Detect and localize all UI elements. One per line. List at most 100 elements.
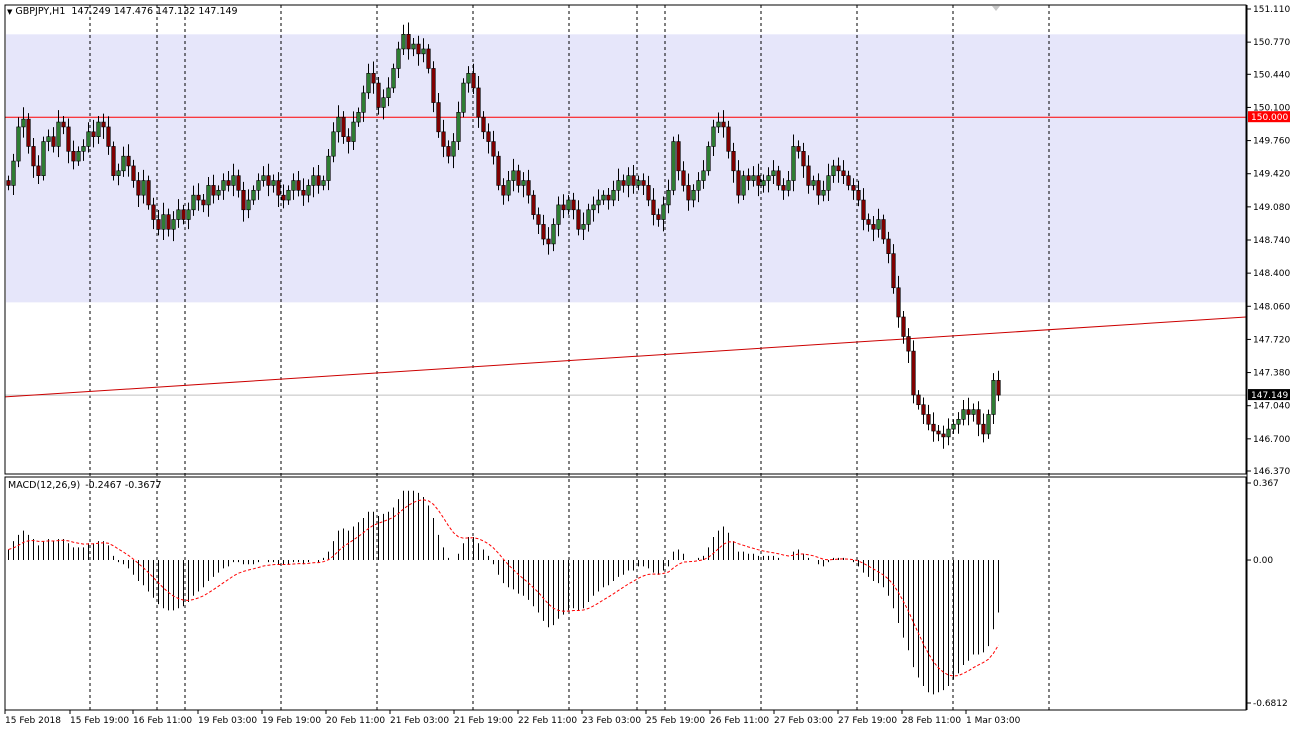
bear-candle-body: [156, 219, 161, 230]
bear-candle-body: [531, 194, 536, 215]
candle: [656, 208, 661, 227]
bear-candle-body: [526, 180, 531, 196]
bear-candle-body: [641, 180, 646, 186]
candle: [451, 133, 456, 169]
candle: [496, 151, 501, 191]
bear-candle-body: [436, 102, 441, 133]
candle: [556, 196, 561, 237]
candle: [651, 188, 656, 226]
bull-candle-body: [586, 209, 591, 225]
bull-candle-body: [331, 131, 336, 157]
candle: [506, 170, 511, 202]
y-tick-label: 147.380: [1253, 369, 1290, 379]
bull-candle-body: [246, 199, 251, 211]
bear-candle-body: [901, 316, 906, 337]
candle: [106, 116, 111, 155]
bear-candle-body: [501, 185, 506, 196]
trend-line[interactable]: [4, 316, 1247, 398]
bull-candle-body: [706, 146, 711, 172]
candle: [121, 146, 126, 177]
candle: [331, 122, 336, 163]
candle: [746, 168, 751, 191]
bear-candle-body: [481, 116, 486, 133]
candle: [981, 413, 986, 443]
candle: [966, 397, 971, 426]
bear-candle-body: [181, 209, 186, 220]
x-tick-label: 23 Feb 03:00: [582, 716, 641, 726]
candle: [241, 181, 246, 222]
candle: [661, 196, 666, 232]
y-tick-label: 146.700: [1253, 435, 1290, 445]
bull-candle-body: [176, 209, 181, 220]
candle: [431, 61, 436, 113]
bull-candle-body: [251, 189, 256, 201]
bear-candle-body: [136, 180, 141, 196]
candle: [311, 167, 316, 198]
y-tick-label: 149.760: [1253, 137, 1290, 147]
bear-candle-body: [71, 151, 76, 162]
bull-candle-body: [261, 175, 266, 181]
bear-candle-body: [931, 423, 936, 432]
bull-candle-body: [786, 180, 791, 191]
candle: [41, 136, 46, 181]
bear-candle-body: [886, 238, 891, 254]
x-tick-label: 15 Feb 19:00: [70, 716, 129, 726]
bull-candle-body: [81, 146, 86, 152]
bear-candle-body: [571, 199, 576, 211]
bear-candle-body: [406, 34, 411, 50]
bear-candle-body: [871, 224, 876, 230]
chart-shift-icon[interactable]: [992, 6, 1000, 11]
bear-candle-body: [891, 253, 896, 289]
x-tick-label: 16 Feb 11:00: [133, 716, 192, 726]
bull-candle-body: [961, 409, 966, 420]
candle: [201, 193, 206, 213]
bear-candle-body: [211, 185, 216, 196]
candle: [521, 172, 526, 198]
bear-candle-body: [226, 180, 231, 186]
bull-candle-body: [216, 189, 221, 196]
candle: [136, 172, 141, 208]
y-tick-label: 150.440: [1253, 70, 1290, 80]
bear-candle-body: [546, 238, 551, 245]
candle: [666, 179, 671, 214]
bear-candle-body: [496, 155, 501, 186]
bull-candle-body: [671, 141, 676, 191]
bear-candle-body: [536, 214, 541, 225]
bull-candle-body: [271, 180, 276, 186]
macd-histogram: [8, 490, 999, 695]
candle: [716, 112, 721, 133]
candle: [11, 153, 16, 195]
bear-candle-body: [31, 146, 36, 167]
dropdown-triangle-icon[interactable]: ▼: [7, 8, 13, 16]
bull-candle-body: [556, 204, 561, 225]
y-tick-label: 148.400: [1253, 269, 1290, 279]
bid-price-label: 147.149: [1251, 391, 1288, 401]
resistance-zone: [6, 34, 1246, 303]
candle: [516, 164, 521, 193]
bull-candle-body: [601, 194, 606, 201]
candle: [361, 85, 366, 122]
candle: [216, 185, 221, 201]
candle: [941, 425, 946, 449]
candle: [566, 195, 571, 215]
candle: [846, 170, 851, 191]
bear-candle-body: [861, 199, 866, 220]
bear-candle-body: [656, 214, 661, 220]
candle: [601, 190, 606, 205]
macd-pane-frame[interactable]: [4, 476, 1247, 711]
candle: [291, 173, 296, 200]
candle: [726, 120, 731, 159]
bear-candle-body: [196, 194, 201, 201]
bull-candle-body: [711, 126, 716, 147]
bear-candle-body: [856, 189, 861, 201]
bear-candle-body: [66, 126, 71, 152]
bear-candle-body: [426, 48, 431, 69]
candle: [741, 170, 746, 201]
candle: [946, 418, 951, 446]
candle: [76, 146, 81, 166]
bear-candle-body: [576, 209, 581, 230]
bull-candle-body: [971, 409, 976, 415]
candle: [896, 275, 901, 328]
macd-tick-label: 0.00: [1253, 556, 1273, 566]
